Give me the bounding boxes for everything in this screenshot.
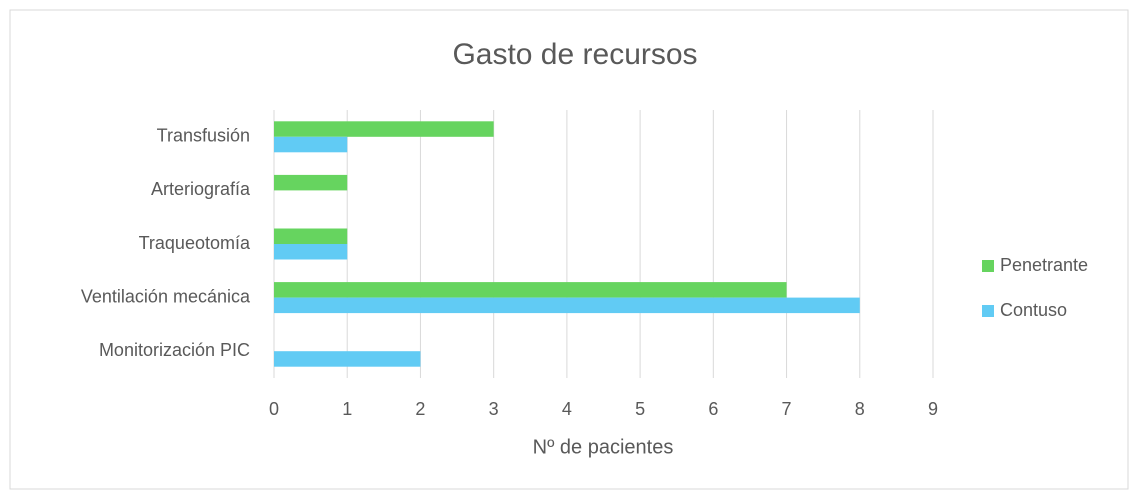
- legend-swatch: [982, 260, 994, 272]
- chart-title: Gasto de recursos: [452, 38, 697, 71]
- x-tick-label: 2: [415, 399, 425, 419]
- x-tick-label: 5: [635, 399, 645, 419]
- x-tick-label: 6: [708, 399, 718, 419]
- y-tick-label: Transfusión: [157, 126, 250, 146]
- bar: [274, 136, 348, 153]
- y-tick-label: Monitorización PIC: [99, 340, 250, 360]
- x-tick-label: 4: [562, 399, 572, 419]
- x-tick-label: 0: [269, 399, 279, 419]
- x-tick-label: 7: [782, 399, 792, 419]
- legend-swatch: [982, 305, 994, 317]
- bar: [274, 174, 348, 191]
- bar: [274, 351, 421, 367]
- x-tick-label: 8: [855, 399, 865, 419]
- y-tick-label: Arteriografía: [151, 179, 251, 199]
- x-tick-label: 1: [342, 399, 352, 419]
- y-tick-label: Ventilación mecánica: [81, 286, 251, 306]
- bar: [274, 282, 787, 298]
- x-axis-label: Nº de pacientes: [533, 436, 674, 458]
- bar: [274, 244, 348, 260]
- bar: [274, 228, 348, 244]
- x-tick-label: 9: [928, 399, 938, 419]
- x-tick-label: 3: [489, 399, 499, 419]
- chart-frame: [9, 9, 1129, 490]
- y-tick-label: Traqueotomía: [139, 233, 251, 253]
- bar: [274, 297, 860, 314]
- legend-label: Penetrante: [1000, 255, 1088, 275]
- legend-label: Contuso: [1000, 300, 1067, 320]
- bar: [274, 121, 494, 137]
